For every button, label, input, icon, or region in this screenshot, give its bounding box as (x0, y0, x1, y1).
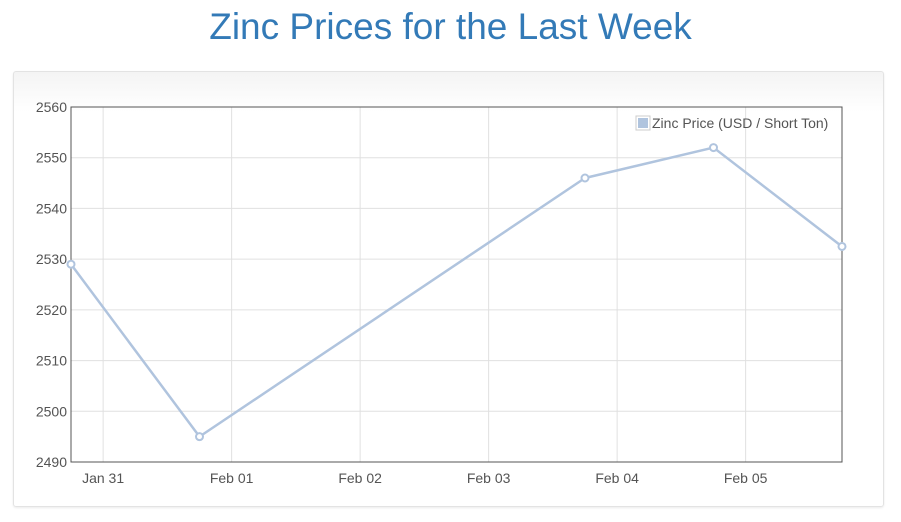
x-tick-label: Feb 05 (724, 470, 768, 486)
x-tick-label: Feb 01 (210, 470, 254, 486)
data-point[interactable] (580, 173, 590, 183)
data-point[interactable] (195, 432, 204, 442)
x-tick-label: Jan 31 (82, 470, 124, 486)
y-tick-label: 2520 (36, 302, 67, 318)
legend[interactable]: Zinc Price (USD / Short Ton) (635, 115, 828, 131)
data-point[interactable] (66, 259, 76, 269)
y-tick-label: 2490 (36, 454, 67, 470)
y-tick-label: 2530 (36, 251, 67, 267)
legend-label: Zinc Price (USD / Short Ton) (652, 115, 828, 131)
y-tick-label: 2560 (36, 99, 67, 115)
series-line (69, 146, 843, 438)
plot-area-border (70, 106, 843, 463)
legend-swatch (638, 118, 648, 128)
grid-lines (71, 106, 842, 463)
x-tick-label: Feb 04 (595, 470, 639, 486)
y-tick-label: 2510 (36, 353, 67, 369)
chart-panel (13, 71, 884, 507)
chart-title: Zinc Prices for the Last Week (209, 6, 692, 47)
series-layer (66, 143, 847, 442)
data-point[interactable] (709, 143, 718, 153)
y-axis-ticks: 2490 2500 2510 2520 2530 2540 2550 2560 (36, 99, 67, 470)
data-point[interactable] (837, 241, 847, 251)
y-tick-label: 2500 (36, 403, 67, 419)
x-tick-label: Feb 02 (338, 470, 382, 486)
x-tick-label: Feb 03 (467, 470, 511, 486)
x-axis-ticks: Jan 31 Feb 01 Feb 02 Feb 03 Feb 04 Feb 05 (82, 470, 768, 486)
y-tick-label: 2550 (36, 150, 67, 166)
y-tick-label: 2540 (36, 200, 67, 216)
